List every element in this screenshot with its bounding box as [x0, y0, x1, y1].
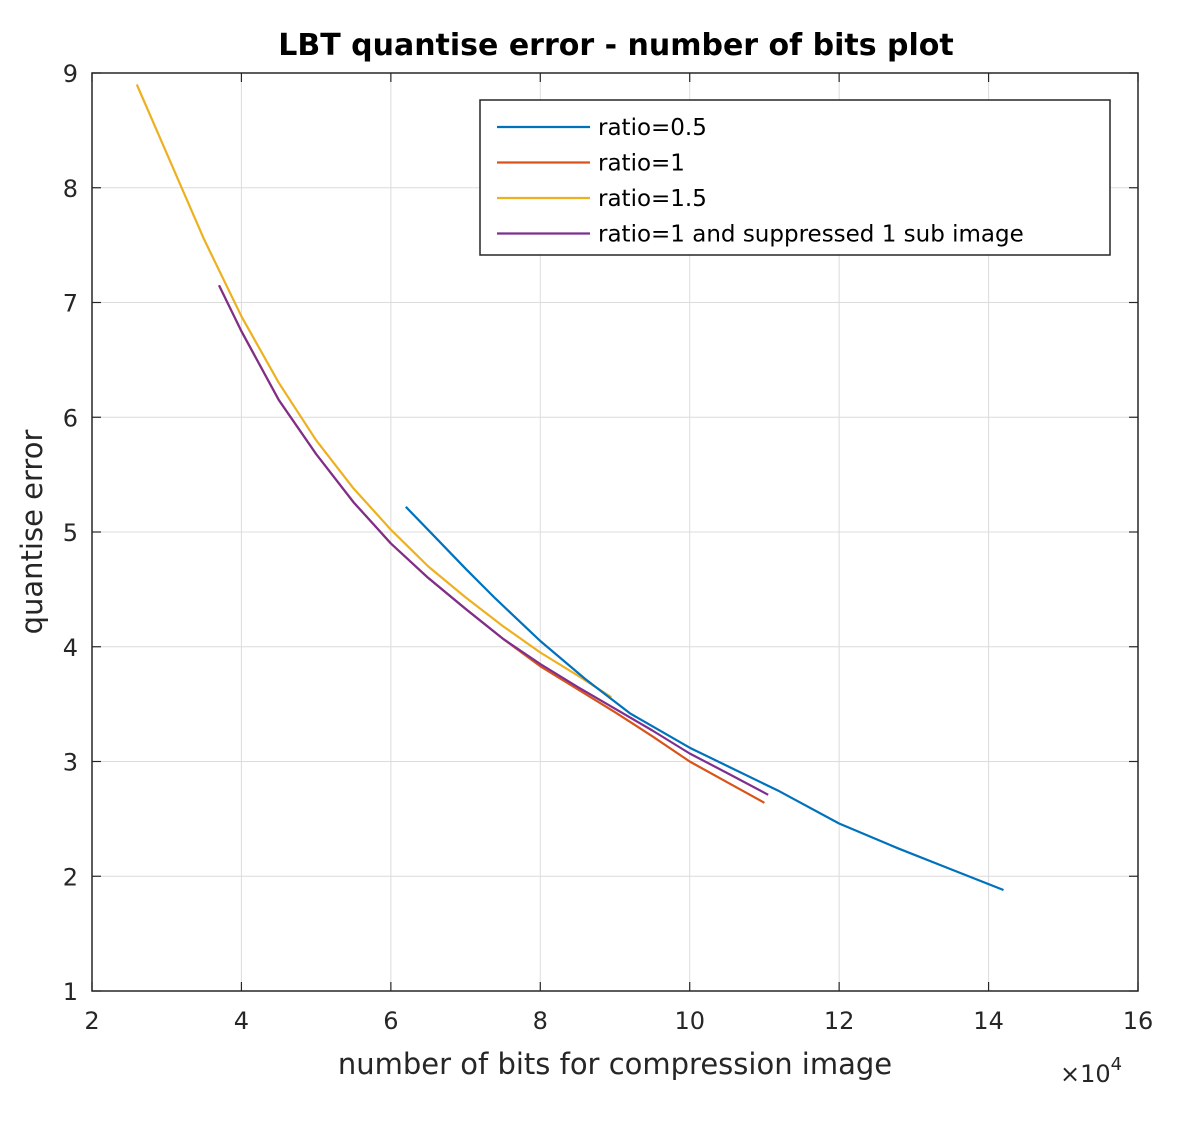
x-tick-label: 16: [1123, 1007, 1154, 1035]
x-exponent-power: 4: [1111, 1054, 1122, 1075]
y-tick-label: 4: [63, 634, 78, 662]
x-tick-label: 10: [674, 1007, 705, 1035]
x-axis-label: number of bits for compression image: [338, 1047, 892, 1081]
legend-label-3: ratio=1 and suppressed 1 sub image: [598, 222, 1024, 248]
series-lines: [135, 84, 1004, 892]
x-exponent-label: ×104: [1060, 1054, 1122, 1088]
legend-box: [479, 99, 1111, 256]
x-exponent-base: ×10: [1060, 1060, 1111, 1088]
series-line-3: [218, 284, 769, 796]
y-tick-label: 1: [63, 978, 78, 1006]
y-tick-label: 9: [63, 60, 78, 88]
y-tick-label: 8: [63, 175, 78, 203]
series-line-2: [135, 84, 612, 699]
x-tick-label: 12: [824, 1007, 855, 1035]
legend-label-2: ratio=1.5: [598, 186, 707, 212]
y-tick-label: 2: [63, 863, 78, 891]
legend-label-1: ratio=1: [598, 151, 685, 177]
x-tick-label: 4: [234, 1007, 249, 1035]
x-tick-label: 2: [84, 1007, 99, 1035]
y-tick-label: 6: [63, 404, 78, 432]
y-axis-label: quantise error: [15, 430, 49, 635]
x-tick-label: 6: [383, 1007, 398, 1035]
x-tick-label: 8: [533, 1007, 548, 1035]
legend-label-0: ratio=0.5: [598, 115, 707, 141]
legend: ratio=0.5 ratio=1 ratio=1.5 ratio=1 and sup…: [479, 99, 1111, 256]
y-tick-label: 7: [63, 290, 78, 318]
chart-title: LBT quantise error - number of bits plot: [278, 28, 954, 63]
series-line-0: [405, 506, 1004, 892]
x-tick-label: 14: [973, 1007, 1004, 1035]
y-tick-label: 5: [63, 519, 78, 547]
y-tick-label: 3: [63, 749, 78, 777]
